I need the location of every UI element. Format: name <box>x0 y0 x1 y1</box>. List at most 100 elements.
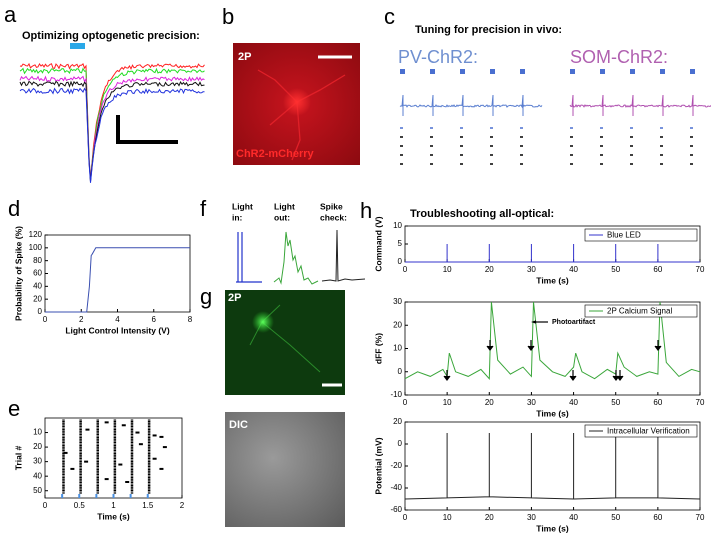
y-tick-label: 10 <box>33 428 42 437</box>
x-tick-label: 50 <box>611 265 620 274</box>
neuron <box>252 311 274 333</box>
x-tick-label: 20 <box>485 513 494 522</box>
light-in-trace <box>236 232 262 283</box>
y-tick-label: 100 <box>29 243 43 252</box>
y-tick-label: -20 <box>390 461 402 470</box>
panel-label: a <box>4 2 17 27</box>
image-label: DIC <box>229 419 248 431</box>
series-line <box>404 433 701 500</box>
image-label: 2P <box>238 51 251 63</box>
annotation: Photoartifact <box>552 319 596 326</box>
image-2p-green <box>225 290 345 395</box>
x-tick-label: 6 <box>152 315 157 324</box>
peak-arrows <box>443 320 662 381</box>
x-tick-label: 70 <box>696 398 705 407</box>
y-tick-label: 10 <box>393 344 402 353</box>
stim-square <box>660 69 665 74</box>
stim-square <box>490 69 495 74</box>
x-tick-label: 50 <box>611 513 620 522</box>
x-tick-label: 10 <box>443 513 452 522</box>
y-tick-label: 0 <box>398 257 403 266</box>
legend-box <box>584 228 698 242</box>
panel-label: e <box>8 396 20 421</box>
y-tick-label: 20 <box>393 417 402 426</box>
x-axis-label: Time (s) <box>97 511 130 521</box>
image-label: 2P <box>228 292 241 304</box>
x-tick-label: 2 <box>79 315 84 324</box>
series-line <box>45 247 190 313</box>
y-axis-label: Potential (mV) <box>373 437 383 494</box>
scale-bar <box>116 115 178 144</box>
x-tick-label: 20 <box>485 265 494 274</box>
y-tick-label: 10 <box>393 221 402 230</box>
group-label: SOM-ChR2: <box>570 47 668 67</box>
x-tick-label: 40 <box>569 265 578 274</box>
x-tick-label: 0 <box>403 513 408 522</box>
stim-square <box>690 69 695 74</box>
trace <box>19 62 205 180</box>
x-tick-label: 30 <box>527 398 536 407</box>
y-tick-label: 0 <box>38 307 43 316</box>
stim-square <box>430 69 435 74</box>
y-tick-label: 50 <box>33 486 42 495</box>
legend-label: 2P Calcium Signal <box>607 307 672 316</box>
x-tick-label: 8 <box>188 315 193 324</box>
trace-group <box>399 69 711 165</box>
x-tick-label: 30 <box>527 513 536 522</box>
series-line <box>404 301 701 380</box>
x-tick-label: 40 <box>569 513 578 522</box>
dendrites <box>257 69 346 161</box>
plot-frame <box>44 417 183 499</box>
trace <box>19 87 205 183</box>
neuron <box>283 88 311 116</box>
x-tick-label: 10 <box>443 265 452 274</box>
y-tick-label: 60 <box>33 269 42 278</box>
x-tick-label: 4 <box>115 315 120 324</box>
panel-label: c <box>384 4 395 29</box>
y-tick-label: 20 <box>393 320 402 329</box>
x-tick-label: 60 <box>653 265 662 274</box>
y-tick-label: -40 <box>390 483 402 492</box>
y-tick-label: 20 <box>33 294 42 303</box>
x-tick-label: 0 <box>403 265 408 274</box>
image-label: ChR2-mCherry <box>236 148 315 160</box>
stim-square <box>570 69 575 74</box>
panel-title: Optimizing optogenetic precision: <box>22 30 200 42</box>
panel-label: d <box>8 196 20 221</box>
column-label: in: <box>232 212 243 222</box>
panel-label: b <box>222 4 234 29</box>
legend-label: Blue LED <box>607 231 641 240</box>
x-tick-label: 70 <box>696 265 705 274</box>
y-tick-label: 40 <box>33 471 42 480</box>
legend-label: Intracellular Verification <box>607 427 690 436</box>
x-tick-label: 60 <box>653 513 662 522</box>
column-label: check: <box>320 212 347 222</box>
stim-square <box>520 69 525 74</box>
panel-label: g <box>200 284 212 309</box>
y-tick-label: 80 <box>33 256 42 265</box>
stim-square <box>600 69 605 74</box>
y-tick-label: 30 <box>33 457 42 466</box>
x-tick-label: 1 <box>111 501 116 510</box>
image-dic <box>225 412 345 527</box>
trace <box>19 80 205 182</box>
trace <box>399 94 543 116</box>
x-tick-label: 60 <box>653 398 662 407</box>
x-axis-label: Time (s) <box>536 408 569 418</box>
column-label: Spike <box>320 201 343 211</box>
panel-label: h <box>360 198 372 223</box>
light-bar <box>70 43 85 49</box>
x-tick-label: 10 <box>443 398 452 407</box>
x-tick-label: 50 <box>611 398 620 407</box>
column-label: out: <box>274 212 290 222</box>
y-axis-label: Probability of Spike (%) <box>13 226 23 321</box>
y-tick-label: 20 <box>33 442 42 451</box>
y-tick-label: -60 <box>390 505 402 514</box>
trace-group <box>19 62 205 183</box>
x-tick-label: 1.5 <box>142 501 154 510</box>
legend-box <box>584 304 698 318</box>
y-tick-label: 0 <box>398 367 403 376</box>
x-tick-label: 0.5 <box>74 501 86 510</box>
